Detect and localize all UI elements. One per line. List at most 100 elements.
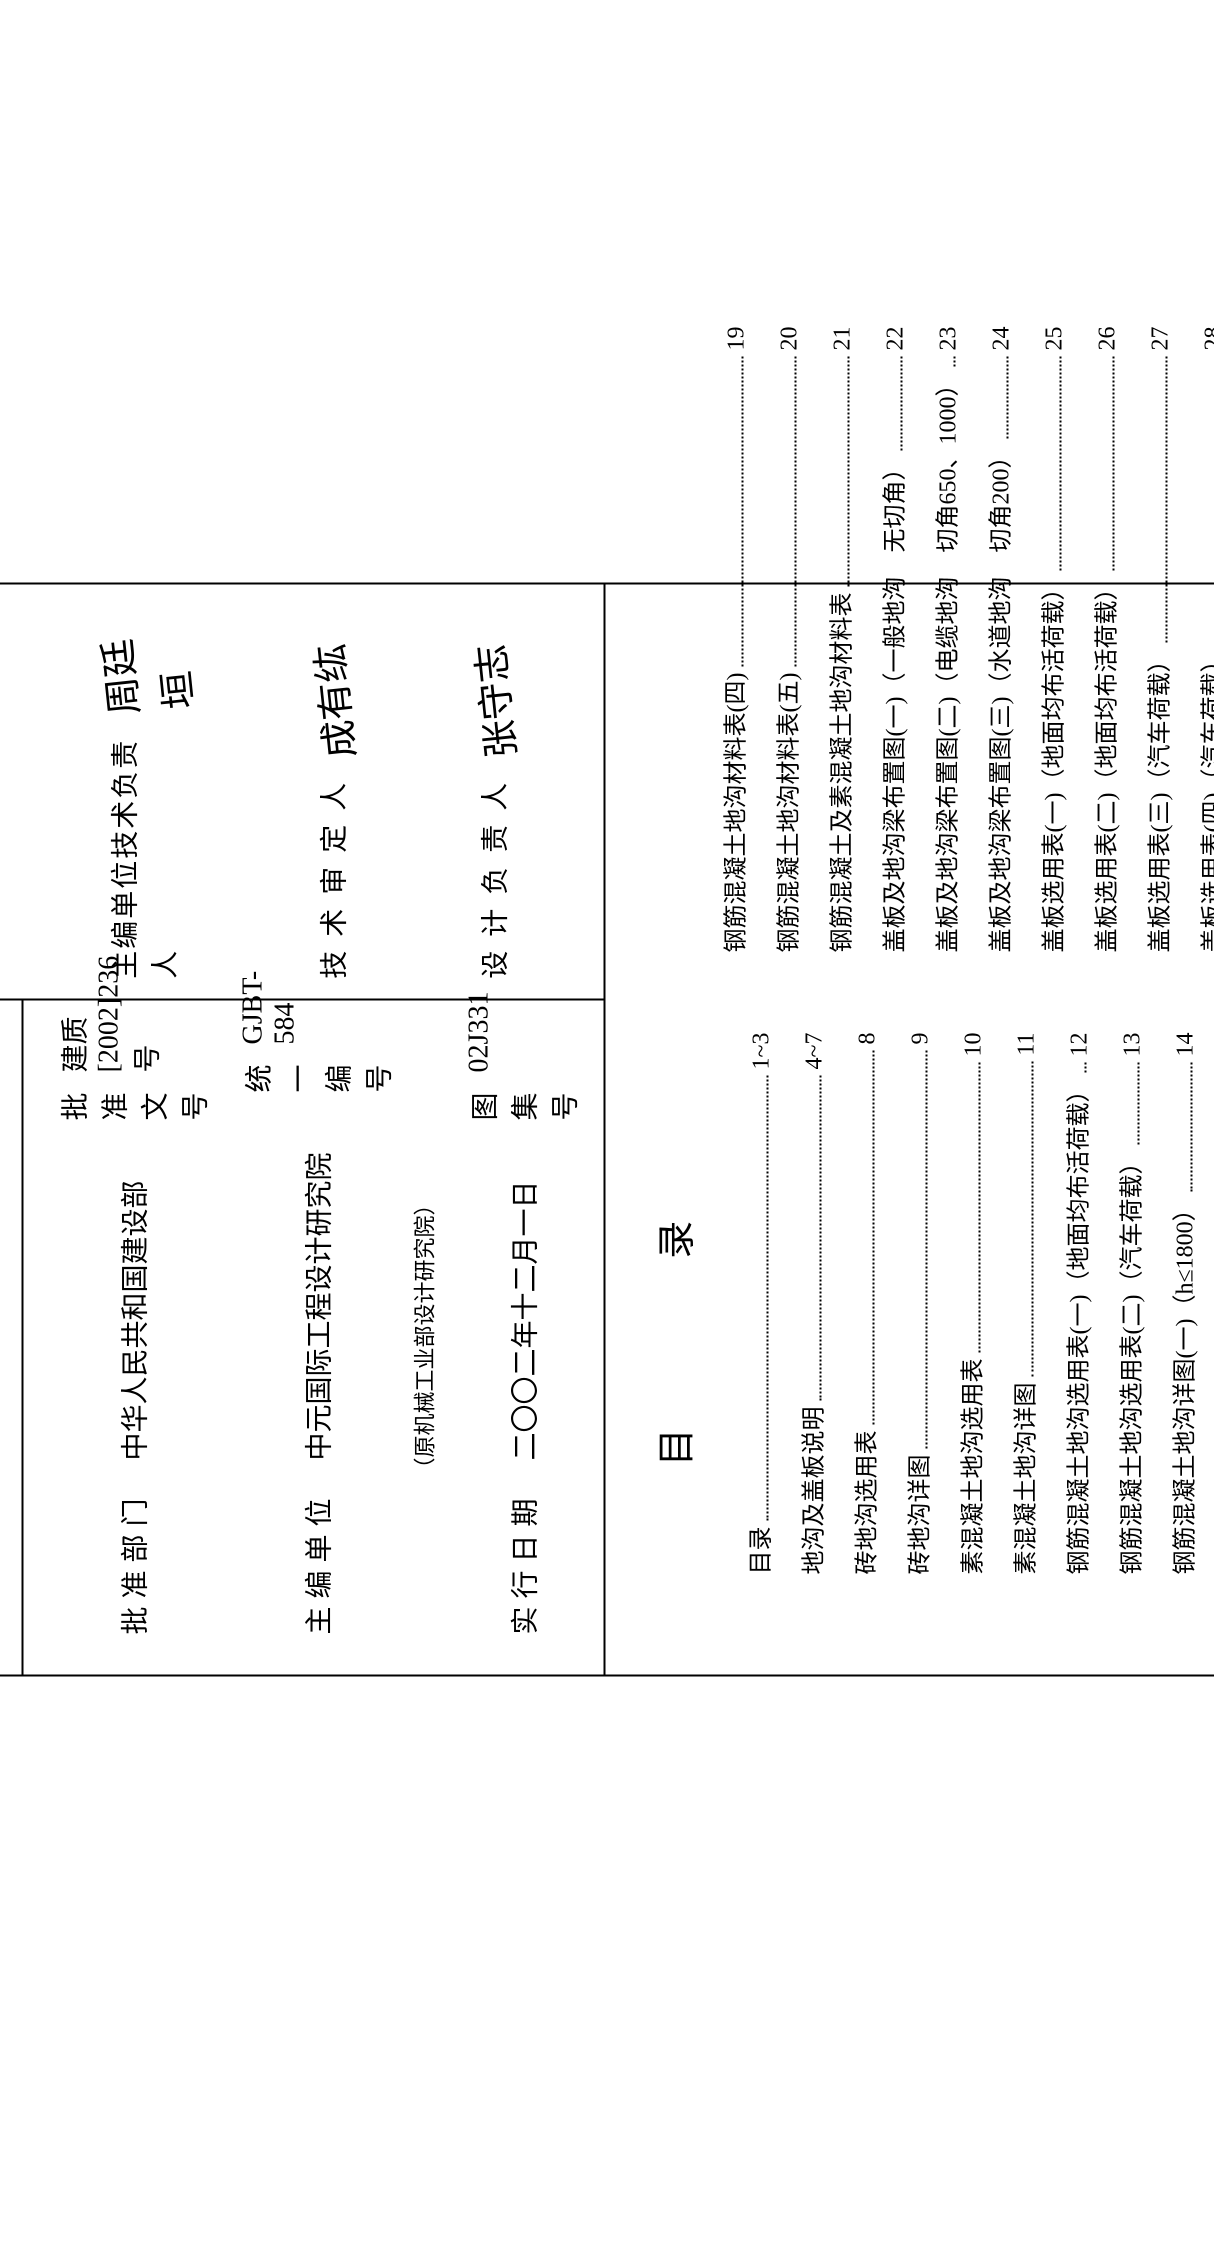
toc-row: 钢筋混凝土地沟材料表(五) 20 [769, 327, 804, 953]
toc-dots [939, 357, 956, 367]
editor-unit-note: （原机械工业部设计研究院） [408, 1041, 440, 1480]
toc-dots [1151, 357, 1168, 643]
toc-label: 钢筋混凝土及素混凝土地沟材料表 [822, 593, 857, 953]
toc-dots [780, 357, 797, 667]
toc-row: 素混凝土地沟详图 11 [1006, 1033, 1041, 1575]
toc-row: 砖地沟详图 9 [900, 1033, 935, 1575]
signer-2-sig: 周廷垣 [83, 599, 204, 718]
toc-label: 砖地沟选用表 [847, 1431, 882, 1575]
toc-row: 砖地沟选用表8 [847, 1033, 882, 1575]
signer-3: 技术审定人 成有纮 [305, 605, 360, 979]
toc-row: 盖板选用表(二)（地面均布活荷载） 26 [1087, 327, 1122, 953]
signer-4: 设计负责人 张守志 [466, 605, 521, 979]
signers-block: 主编单位负责人 王真 主编单位技术负责人 周廷垣 技术审定人 成有纮 设计负责人… [0, 585, 606, 999]
toc-page: 4~7 [802, 1033, 829, 1070]
toc-dots [752, 1076, 769, 1521]
toc-page: 21 [830, 327, 857, 351]
toc-label: 盖板及地沟梁布置图(三)（水道地沟 切角200） [981, 445, 1016, 953]
toc-page: 22 [883, 327, 910, 351]
header-block: 地 沟 及 盖 板 批准部门 中华人民共和国建设部 批准文号 建质[2002]2… [0, 585, 606, 1675]
exec-date-label: 实行日期 [504, 1490, 544, 1634]
toc-label: 钢筋混凝土地沟材料表(五) [769, 673, 804, 953]
toc-page: 27 [1148, 327, 1175, 351]
toc-dots [727, 357, 744, 667]
toc-row: 钢筋混凝土及素混凝土地沟材料表 21 [822, 327, 857, 953]
header-left: 地 沟 及 盖 板 批准部门 中华人民共和国建设部 批准文号 建质[2002]2… [0, 999, 606, 1675]
meta-row-3: 实行日期 二〇〇二年十二月一日 图 集 号 02J331 [464, 1041, 584, 1635]
toc-list-left: 目录1~3地沟及盖板说明4~7砖地沟选用表8砖地沟详图9素混凝土地沟选用表10素… [741, 1033, 1214, 1575]
toc-dots [1017, 1062, 1034, 1377]
toc-dots [911, 1051, 928, 1449]
meta-block: 批准部门 中华人民共和国建设部 批准文号 建质[2002]236号 主编单位 中… [24, 1001, 604, 1675]
approve-dept: 中华人民共和国建设部 [114, 1180, 154, 1460]
approve-no-label: 批准文号 [54, 1088, 214, 1120]
toc-page: 20 [777, 327, 804, 351]
toc-row: 盖板及地沟梁布置图(二)（电缆地沟 切角650、1000） 23 [928, 327, 963, 953]
toc-dots [964, 1063, 981, 1353]
approve-dept-label: 批准部门 [114, 1490, 154, 1634]
signer-4-sig: 张守志 [460, 642, 527, 761]
meta-row-1: 批准部门 中华人民共和国建设部 批准文号 建质[2002]236号 [54, 1041, 214, 1635]
editor-unit-label: 主编单位 [298, 1490, 338, 1634]
toc-page: 13 [1120, 1033, 1147, 1057]
toc-row: 盖板选用表(一)（地面均布活荷载） 25 [1034, 327, 1069, 953]
toc-page: 11 [1014, 1033, 1041, 1056]
toc-dots [1204, 357, 1214, 643]
toc-label: 目录 [741, 1527, 776, 1575]
toc-page: 10 [961, 1033, 988, 1057]
toc-page: 26 [1095, 327, 1122, 351]
toc-page: 1~3 [749, 1033, 776, 1070]
toc-page: 28 [1201, 327, 1214, 351]
exec-date: 二〇〇二年十二月一日 [504, 1180, 544, 1460]
toc-label: 钢筋混凝土地沟选用表(二)（汽车荷载） [1112, 1151, 1147, 1575]
unified-no-label: 统一编号 [238, 1060, 398, 1092]
toc-row: 目录 1~3 [741, 1033, 776, 1575]
toc-dots [1123, 1063, 1140, 1145]
toc-label: 钢筋混凝土地沟选用表(一)（地面均布活荷载） [1059, 1079, 1094, 1575]
toc-page: 25 [1042, 327, 1069, 351]
toc-dots [992, 357, 1009, 439]
toc-label: 盖板选用表(四)（汽车荷载） [1193, 649, 1214, 953]
toc-page: 19 [724, 327, 751, 351]
toc-label: 盖板及地沟梁布置图(一)（一般地沟 无切角） [875, 457, 910, 953]
toc-dots [1098, 357, 1115, 571]
frame: 地 沟 及 盖 板 批准部门 中华人民共和国建设部 批准文号 建质[2002]2… [0, 583, 1214, 1677]
toc-label: 盖板选用表(二)（地面均布活荷载） [1087, 577, 1122, 953]
toc-label: 地沟及盖板说明 [794, 1407, 829, 1575]
toc-page: 9 [908, 1033, 935, 1045]
editor-unit: 中元国际工程设计研究院 [298, 1152, 338, 1460]
toc-dots [1070, 1063, 1087, 1073]
toc-row: 钢筋混凝土地沟详图(一)（h≤1800） 14 [1165, 1033, 1200, 1575]
toc-label: 盖板选用表(三)（汽车荷载） [1140, 649, 1175, 953]
toc-list-right: 钢筋混凝土地沟材料表(四) 19 钢筋混凝土地沟材料表(五) 20 钢筋混凝土及素混凝土… [716, 327, 1214, 953]
toc-page: 24 [989, 327, 1016, 351]
toc-label: 盖板选用表(一)（地面均布活荷载） [1034, 577, 1069, 953]
toc-label: 盖板及地沟梁布置图(二)（电缆地沟 切角650、1000） [928, 373, 963, 953]
signer-3-label: 技术审定人 [312, 769, 352, 979]
toc-page: 14 [1173, 1033, 1200, 1057]
toc-row: 地沟及盖板说明 4~7 [794, 1033, 829, 1575]
signer-4-label: 设计负责人 [473, 769, 513, 979]
toc-col-left: 目 录 目录1~3地沟及盖板说明4~7砖地沟选用表8砖地沟详图9素混凝土地沟选用… [636, 1033, 1214, 1575]
toc-page: 23 [936, 327, 963, 351]
toc-row: 素混凝土地沟选用表 10 [953, 1033, 988, 1575]
atlas-no-pair: 图 集 号 02J331 [464, 992, 584, 1121]
page: 地 沟 及 盖 板 批准部门 中华人民共和国建设部 批准文号 建质[2002]2… [0, 543, 1214, 1717]
toc-dots [858, 1051, 875, 1425]
toc-row: 盖板及地沟梁布置图(一)（一般地沟 无切角） 22 [875, 327, 910, 953]
toc-label: 素混凝土地沟选用表 [953, 1359, 988, 1575]
toc-dots [805, 1076, 822, 1401]
toc-row: 钢筋混凝土地沟材料表(四) 19 [716, 327, 751, 953]
toc-row: 盖板选用表(四)（汽车荷载） 28 [1193, 327, 1214, 953]
toc-dots [886, 357, 903, 451]
toc-body: 目 录 目录1~3地沟及盖板说明4~7砖地沟选用表8砖地沟详图9素混凝土地沟选用… [606, 585, 1214, 1675]
signer-2: 主编单位技术负责人 周廷垣 [89, 605, 199, 979]
toc-label: 素混凝土地沟详图 [1006, 1383, 1041, 1575]
toc-label: 钢筋混凝土地沟详图(一)（h≤1800） [1165, 1197, 1200, 1574]
toc-dots [833, 357, 850, 587]
toc-label: 砖地沟详图 [900, 1455, 935, 1575]
toc-col-right: 钢筋混凝土地沟材料表(四) 19 钢筋混凝土地沟材料表(五) 20 钢筋混凝土及素混凝土… [636, 327, 1214, 953]
toc-row: 钢筋混凝土地沟选用表(二)（汽车荷载） 13 [1112, 1033, 1147, 1575]
toc-page: 12 [1067, 1033, 1094, 1057]
toc-label: 钢筋混凝土地沟材料表(四) [716, 673, 751, 953]
